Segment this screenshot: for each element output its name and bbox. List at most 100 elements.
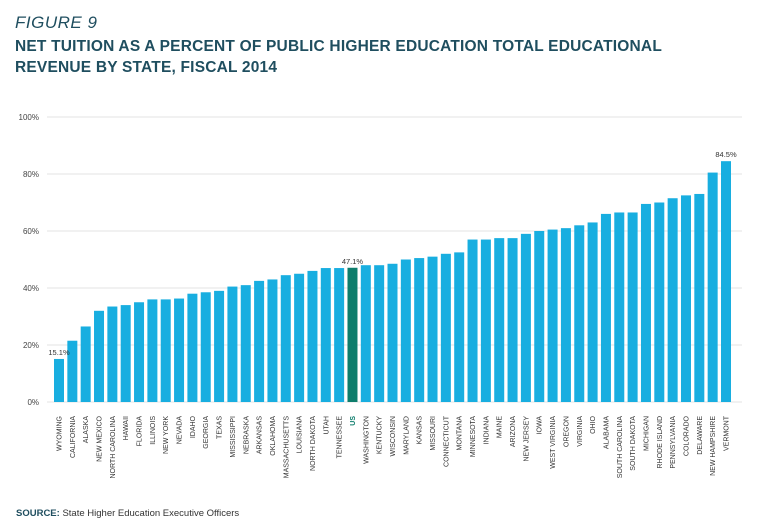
x-tick-label: WISCONSIN	[390, 416, 397, 456]
x-tick-label: UTAH	[323, 416, 330, 435]
x-tick-label: TEXAS	[217, 416, 224, 439]
bar-missouri	[427, 256, 438, 402]
bar-arkansas	[254, 280, 265, 402]
x-tick-label: ILLINOIS	[150, 416, 157, 445]
x-tick-label: CALIFORNIA	[70, 416, 77, 458]
data-labels: 15.1% 47.1% 84.5%	[48, 150, 737, 357]
source-label: SOURCE:	[16, 508, 60, 519]
x-tick-label: ALASKA	[83, 416, 90, 444]
x-tick-label: US	[350, 416, 357, 426]
bar-maine	[494, 238, 505, 402]
bar-wisconsin	[387, 263, 398, 402]
x-tick-label: NEW JERSEY	[523, 416, 530, 462]
x-tick-label: WEST VIRGINIA	[550, 416, 557, 469]
x-tick-label: NEW HAMPSHIRE	[710, 416, 717, 476]
bar-alabama	[600, 213, 611, 402]
bar-us	[347, 267, 358, 402]
x-tick-label: PENNSYLVANIA	[670, 416, 677, 469]
bar-california	[67, 340, 78, 402]
bar-georgia	[200, 292, 211, 402]
x-tick-label: KANSAS	[417, 416, 424, 445]
bar-minnesota	[467, 239, 478, 402]
bar-colorado	[680, 195, 691, 402]
bar-utah	[320, 268, 331, 402]
x-tick-label: HAWAII	[123, 416, 130, 440]
bar-kentucky	[374, 265, 385, 402]
bar-virginia	[574, 225, 585, 402]
bar-nevada	[174, 298, 185, 402]
y-tick-label: 60%	[23, 227, 39, 236]
bar-mississippi	[227, 286, 238, 402]
x-tick-label: VIRGINIA	[577, 416, 584, 447]
bar-nebraska	[240, 285, 251, 402]
x-tick-label: SOUTH DAKOTA	[630, 416, 637, 471]
x-tick-label: NEBRASKA	[243, 416, 250, 454]
x-tick-label: DELAWARE	[697, 416, 704, 455]
x-tick-label: ALABAMA	[603, 416, 610, 449]
x-tick-label: WASHINGTON	[363, 416, 370, 464]
x-tick-label: INDIANA	[483, 416, 490, 445]
y-axis-tick-labels: 0% 20% 40% 60% 80% 100%	[19, 113, 39, 407]
bar-pennsylvania	[667, 198, 678, 402]
x-tick-label: NEW YORK	[163, 416, 170, 454]
y-tick-label: 80%	[23, 170, 39, 179]
bar-south-dakota	[627, 212, 638, 402]
x-tick-label: WYOMING	[57, 416, 64, 451]
bar-massachusetts	[280, 275, 291, 402]
bar-washington	[360, 265, 371, 402]
bar-michigan	[640, 203, 651, 402]
x-tick-label: MISSISSIPPI	[230, 416, 237, 458]
bar-new-york	[160, 299, 171, 402]
bar-vermont	[721, 161, 731, 402]
x-tick-label: IOWA	[537, 416, 544, 435]
data-label: 15.1%	[48, 348, 70, 357]
bar-texas	[214, 290, 225, 402]
x-tick-label: KENTUCKY	[377, 416, 384, 454]
bar-delaware	[694, 193, 705, 402]
bar-idaho	[187, 293, 198, 402]
bar-maryland	[400, 259, 411, 402]
chart-title: NET TUITION AS A PERCENT OF PUBLIC HIGHE…	[15, 38, 662, 76]
x-tick-label: FLORIDA	[137, 416, 144, 447]
bar-north-dakota	[307, 270, 318, 402]
x-tick-label: OHIO	[590, 415, 597, 433]
bar-rhode-island	[654, 202, 665, 402]
bar-alaska	[80, 326, 91, 402]
y-tick-label: 100%	[19, 113, 39, 122]
bar-south-carolina	[614, 212, 625, 402]
bar-florida	[134, 302, 145, 402]
bar-connecticut	[440, 253, 451, 402]
x-tick-label: NEVADA	[177, 416, 184, 445]
y-tick-label: 40%	[23, 284, 39, 293]
x-tick-label: VERMONT	[724, 415, 731, 451]
bar-oregon	[560, 228, 571, 402]
x-tick-label: TENNESSEE	[337, 416, 344, 459]
bar-illinois	[147, 299, 158, 402]
figure-label: FIGURE 9	[15, 13, 98, 32]
bar-oklahoma	[267, 279, 278, 402]
source-text: State Higher Education Executive Officer…	[62, 508, 240, 519]
x-tick-label: NEW MEXICO	[97, 415, 104, 461]
bar-indiana	[480, 239, 491, 402]
x-tick-label: RHODE ISLAND	[657, 416, 664, 469]
x-tick-label: MAINE	[497, 416, 504, 439]
x-tick-label: GEORGIA	[203, 416, 210, 449]
x-tick-label: MASSACHUSETTS	[283, 416, 290, 479]
bar-tennessee	[334, 268, 345, 402]
x-axis-tick-labels: WYOMING CALIFORNIA ALASKA NEW MEXICO NORTH C…	[57, 415, 731, 478]
x-tick-label: NORTH CAROLINA	[110, 416, 117, 479]
x-tick-label: MICHIGAN	[643, 416, 650, 451]
bar-hawaii	[120, 305, 131, 402]
bar-wyoming	[54, 358, 64, 402]
x-tick-label: ARIZONA	[510, 416, 517, 447]
bar-west-virginia	[547, 229, 558, 402]
data-label: 84.5%	[715, 150, 737, 159]
x-tick-label: CONNECTICUT	[443, 415, 450, 467]
x-tick-label: MARYLAND	[403, 416, 410, 455]
y-tick-label: 20%	[23, 341, 39, 350]
x-tick-label: NORTH DAKOTA	[310, 416, 317, 471]
x-tick-label: ARKANSAS	[257, 416, 264, 454]
data-label: 47.1%	[342, 257, 364, 266]
x-tick-label: MINNESOTA	[470, 416, 477, 457]
